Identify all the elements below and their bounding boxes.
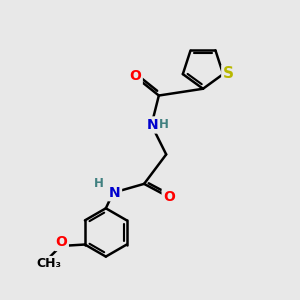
Text: N: N	[109, 186, 121, 200]
Text: CH₃: CH₃	[36, 257, 61, 270]
Text: S: S	[223, 66, 234, 81]
Text: H: H	[94, 177, 104, 190]
Text: N: N	[147, 118, 159, 132]
Text: O: O	[56, 236, 67, 250]
Text: O: O	[163, 190, 175, 204]
Text: O: O	[129, 69, 141, 83]
Text: H: H	[159, 118, 169, 131]
